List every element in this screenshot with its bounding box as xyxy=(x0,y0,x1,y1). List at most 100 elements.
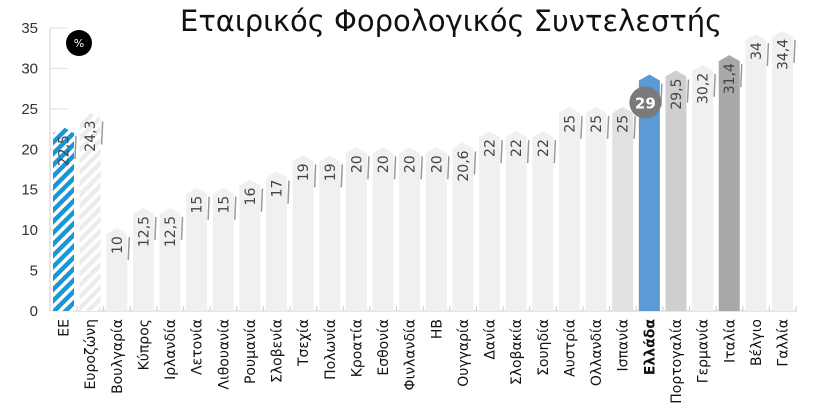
bar xyxy=(479,131,501,311)
y-tick-label: 10 xyxy=(21,222,38,239)
x-category-label: Ισπανία xyxy=(616,319,632,371)
bar-shadow xyxy=(553,140,557,164)
bar xyxy=(292,155,314,311)
bar-value-label: 12,5 xyxy=(136,216,152,247)
y-tick-label: 25 xyxy=(21,101,38,118)
x-category-label: Δανία xyxy=(483,319,499,360)
bar-value-label: 34,4 xyxy=(776,39,792,70)
bar-value-label: 25 xyxy=(616,115,632,133)
y-tick-label: 0 xyxy=(30,303,38,320)
bar-shadow xyxy=(313,164,317,188)
bar-shadow xyxy=(234,196,237,220)
x-category-label: Βουλγαρία xyxy=(110,319,126,394)
bar xyxy=(612,106,634,311)
bar-shadow xyxy=(580,115,583,139)
bar-value-label: 15 xyxy=(216,196,232,214)
bar-value-label: 22 xyxy=(509,139,525,157)
bar-value-label: 20 xyxy=(403,155,419,173)
x-category-label: Γερμανία xyxy=(696,319,712,383)
bar-value-label: 20 xyxy=(429,155,445,173)
bar-value-label: 12,5 xyxy=(163,216,179,247)
bar-value-label: 16 xyxy=(243,188,259,206)
y-tick-label: 35 xyxy=(21,20,38,37)
y-tick-label: 30 xyxy=(21,60,38,77)
bar xyxy=(665,70,687,311)
bar-shadow xyxy=(633,115,636,139)
bar xyxy=(425,147,447,311)
x-category-label: Ιταλία xyxy=(722,319,738,363)
bar-value-label: 22 xyxy=(536,139,552,157)
x-category-label: Ελλάδα xyxy=(642,319,658,376)
bar xyxy=(132,207,154,311)
bar-shadow xyxy=(100,121,104,145)
bar-shadow xyxy=(74,136,77,160)
bar-shadow xyxy=(740,64,743,88)
bar-value-label: 19 xyxy=(323,163,339,181)
bar-value-label: 20 xyxy=(376,155,392,173)
x-category-label: Τσεχία xyxy=(296,319,312,367)
bar-value-label: 30,2 xyxy=(696,73,712,104)
x-category-label: Σουηδία xyxy=(536,319,552,376)
x-category-label: Πολωνία xyxy=(323,319,339,380)
bar-value-label: 22,5 xyxy=(57,135,73,166)
y-tick-label: 15 xyxy=(21,182,38,199)
bar-value-label: 15 xyxy=(190,196,206,214)
bar-shadow xyxy=(340,164,344,188)
bar-value-label: 17 xyxy=(270,180,286,198)
bar-shadow xyxy=(793,39,796,63)
bar-value-label: 20,6 xyxy=(456,150,472,181)
bar-shadow xyxy=(606,115,610,139)
bar-value-label: 31,4 xyxy=(722,63,738,94)
x-category-label: Γαλλία xyxy=(776,319,792,367)
y-tick-label: 5 xyxy=(30,263,38,280)
x-category-label: Κύπρος xyxy=(136,319,152,370)
x-category-label: Πορτογαλία xyxy=(669,319,685,404)
bar-shadow xyxy=(420,156,423,180)
bar xyxy=(106,228,128,311)
bar-shadow xyxy=(127,237,131,261)
x-category-label: Σλοβακία xyxy=(509,319,525,385)
highlight-value-badge xyxy=(629,86,662,119)
bar-value-label: 29,5 xyxy=(669,78,685,109)
bar-shadow xyxy=(393,156,397,180)
bar-shadow xyxy=(686,79,690,103)
bar-shadow xyxy=(473,151,477,175)
bar-shadow xyxy=(207,196,210,220)
bar-shadow xyxy=(766,43,770,67)
y-tick-label: 20 xyxy=(21,141,38,158)
bar-value-label: 24,3 xyxy=(83,121,99,152)
bar-shadow xyxy=(500,140,503,164)
x-category-label: ΗΒ xyxy=(429,319,445,339)
bar-shadow xyxy=(154,216,157,240)
bar xyxy=(718,55,740,312)
bar xyxy=(239,179,261,311)
bar xyxy=(772,30,794,311)
bar-shadow xyxy=(287,180,290,204)
x-category-label: Ευροζώνη xyxy=(83,319,99,389)
chart-title: Εταιρικός Φορολογικός Συντελεστής xyxy=(180,4,723,38)
bar xyxy=(186,187,208,311)
x-category-label: Λιθουανία xyxy=(216,319,232,390)
bar xyxy=(585,106,607,311)
bar-shadow xyxy=(180,216,184,240)
percent-badge xyxy=(66,30,92,56)
bar xyxy=(745,34,767,311)
x-category-label: Σλοβενία xyxy=(270,319,286,383)
x-category-label: Ιρλανδία xyxy=(163,319,179,380)
bar xyxy=(532,131,554,311)
bar-value-label: 22 xyxy=(483,139,499,157)
bar xyxy=(212,187,234,311)
bar xyxy=(53,127,74,311)
bar-value-label: 10 xyxy=(110,236,126,254)
x-category-label: Ρουμανία xyxy=(243,319,259,384)
bar-shadow xyxy=(367,156,370,180)
bar xyxy=(505,131,527,311)
bar-shadow xyxy=(447,156,450,180)
x-category-label: Λετονία xyxy=(190,319,206,375)
bar-value-label: 29 xyxy=(635,95,656,113)
x-category-label: Φινλανδία xyxy=(403,319,419,390)
bar xyxy=(345,147,367,311)
bar-value-label: 25 xyxy=(589,115,605,133)
bar xyxy=(452,142,474,311)
